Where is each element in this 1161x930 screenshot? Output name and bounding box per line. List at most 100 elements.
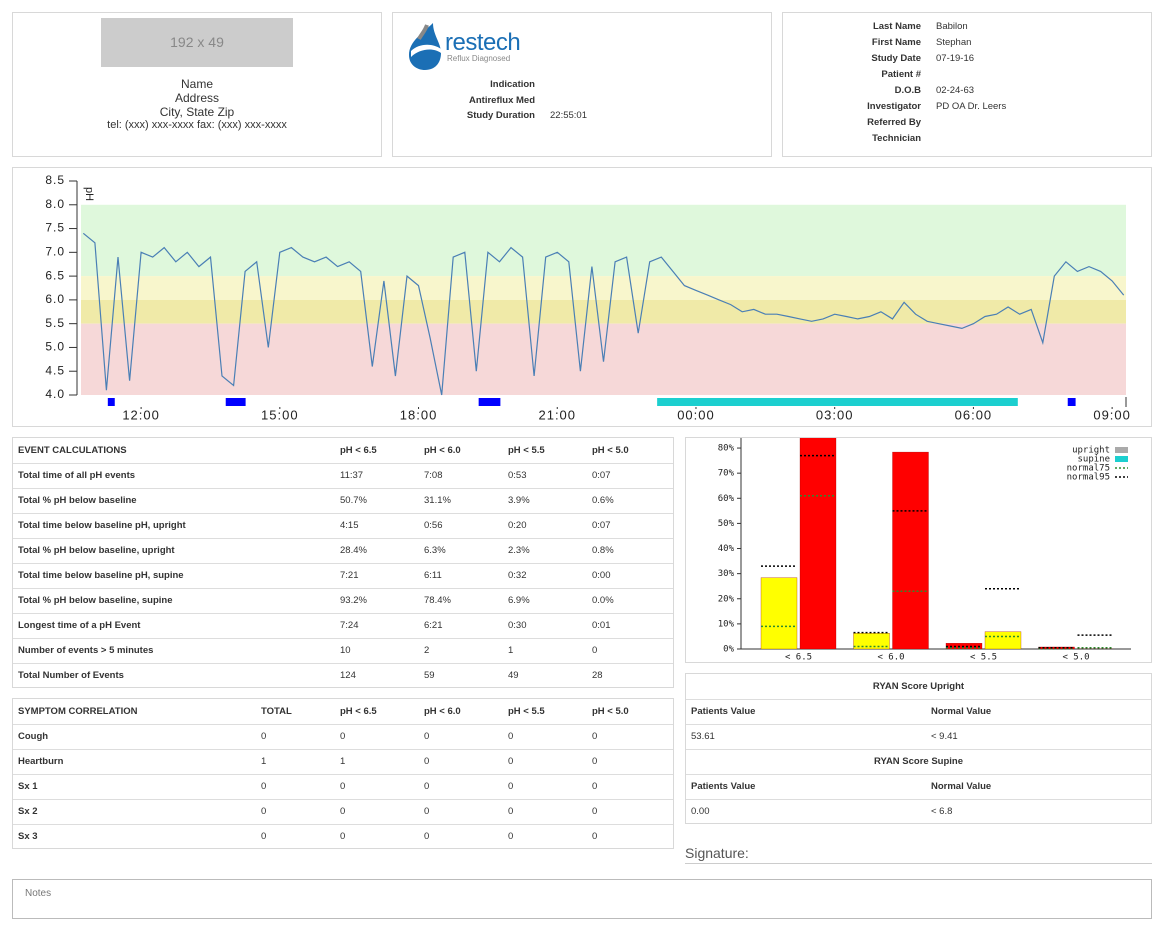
study-box: restech Reflux Diagnosed Indication Antiref… [392,12,772,157]
legend-label: upright [1072,446,1110,456]
x-tick-label: 12:00 [122,407,160,422]
ryan-value: 53.61 [691,731,715,742]
row-divider [13,638,673,639]
legend-label: supine [1077,455,1110,465]
y-tick-label: 4.5 [45,363,65,377]
ph-chart: 4.0 4.5 5.0 5.5 6.0 6.5 7.0 7.5 8.0 8.5 pH 12:00 15:… [45,173,1131,422]
table-cell: Total time below baseline pH, supine [18,570,184,581]
y-tick-label: 6.0 [45,292,65,306]
bar-chart: 0% 10% 20% 30% 40% 50% 60% 70% 80% < 6.5 < 6.0 < 5.… [718,438,1131,663]
table-cell: 0:20 [508,520,527,531]
table-cell: 4:15 [340,520,359,531]
bar [984,631,1022,649]
row-divider [13,824,673,825]
y-tick-label: 30% [718,569,735,579]
ryan-header: Normal Value [931,706,992,717]
y-tick-label: 8.0 [45,197,65,211]
table-cell: 0:07 [592,470,611,481]
ryan-header: Patients Value [691,706,756,717]
y-tick-label: 4.0 [45,387,65,401]
table-cell: Total Number of Events [18,670,124,681]
row-divider [686,749,1151,750]
row-divider [13,588,673,589]
table-cell: 0 [508,806,514,817]
table-cell: Total % pH below baseline, upright [18,545,175,556]
notes[interactable]: Notes [12,879,1152,919]
legend-label: normal95 [1067,473,1110,483]
position-marker [1067,398,1076,406]
x-tick-label: < 6.0 [877,653,904,663]
table-header: SYMPTOM CORRELATION [18,706,138,717]
y-tick-label: 7.0 [45,245,65,259]
bar [892,451,929,649]
table-cell: 0 [424,756,430,767]
table-cell: 0 [424,731,430,742]
table-cell: 78.4% [424,595,451,606]
y-tick-label: 70% [718,469,735,479]
x-tick-label: 21:00 [538,407,576,422]
table-cell: 0 [592,756,598,767]
y-tick-label: 6.5 [45,268,65,282]
table-cell: 0.6% [592,495,614,506]
table-cell: 0 [508,781,514,792]
table-cell: 11:37 [340,470,364,481]
y-tick-label: 60% [718,494,735,504]
row-divider [13,488,673,489]
field-value: PD OA Dr. Leers [936,101,1007,112]
position-marker [478,398,501,406]
ph-chart-box: 4.0 4.5 5.0 5.5 6.0 6.5 7.0 7.5 8.0 8.5 pH 12:00 15:… [12,167,1152,427]
table-cell: Cough [18,731,49,742]
table-cell: 6.3% [424,545,446,556]
y-tick-label: 10% [718,619,735,629]
ryan-title: RYAN Score Upright [872,681,965,692]
ph-trace [82,232,1125,396]
table-cell: 0 [424,831,430,842]
y-axis-label: pH [83,187,95,201]
field-label: D.O.B [894,85,921,96]
row-divider [13,513,673,514]
x-tick-label: 06:00 [955,407,993,422]
ph-band [81,276,1126,300]
table-header: pH < 6.5 [340,445,377,456]
ryan-header: Patients Value [691,781,756,792]
table-cell: 0 [340,806,346,817]
x-tick-label: < 6.5 [785,653,812,663]
row-divider [686,724,1151,725]
table-cell: Sx 1 [18,781,38,792]
table-cell: 2.3% [508,545,530,556]
row-divider [13,613,673,614]
table-cell: Total % pH below baseline, supine [18,595,173,606]
table-cell: 49 [508,670,519,681]
table-cell: 0 [424,806,430,817]
patient-box: Last Name Babilon First Name Stephan Study D… [782,12,1152,157]
table-header: pH < 6.5 [340,706,377,717]
table-cell: 7:24 [340,620,359,631]
row-divider [686,799,1151,800]
y-tick-label: 20% [718,594,735,604]
field-label: Technician [872,133,921,144]
x-tick-label: 09:00 [1093,407,1131,422]
y-tick-label: 8.5 [45,173,65,187]
row-divider [13,774,673,775]
table-cell: Total time of all pH events [18,470,136,481]
table-cell: 6:21 [424,620,443,631]
ryan-value: 0.00 [691,806,710,817]
table-cell: 0 [424,781,430,792]
field-value: 07-19-16 [936,53,975,64]
x-tick-label: 18:00 [400,407,438,422]
table-cell: 28 [592,670,603,681]
logo-tagline: Reflux Diagnosed [447,54,511,63]
ryan-header: Normal Value [931,781,992,792]
clinic-city: City, State Zip [159,105,235,119]
logo-placeholder: 192 x 49 [101,18,293,67]
legend-swatch [1115,447,1128,453]
x-tick-label: 15:00 [261,407,299,422]
y-tick-label: 80% [718,444,735,454]
row-divider [13,663,673,664]
table-cell: 0 [261,731,267,742]
event-table: EVENT CALCULATIONS pH < 6.5 pH < 6.0 pH < 5… [12,437,674,688]
table-cell: 0 [508,756,514,767]
field-label: Patient # [881,69,921,80]
y-tick-label: 50% [718,519,735,529]
